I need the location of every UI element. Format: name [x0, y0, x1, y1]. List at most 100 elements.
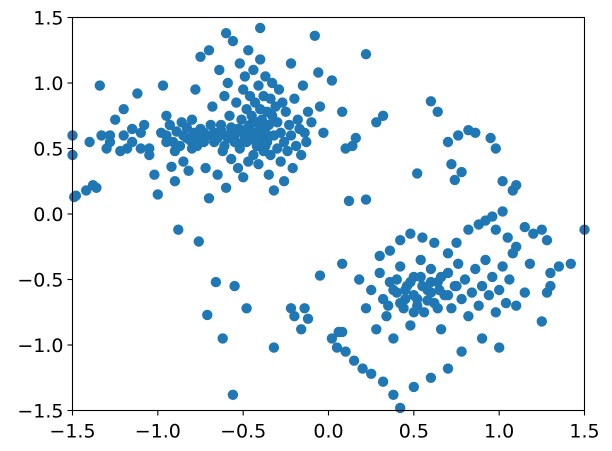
scatter-point: [275, 156, 286, 167]
scatter-point: [161, 130, 172, 141]
scatter-point: [157, 80, 169, 91]
scatter-point: [451, 237, 462, 248]
scatter-point: [318, 127, 329, 138]
scatter-point: [272, 117, 283, 128]
scatter-point: [253, 159, 264, 170]
x-tick-label: 1.5: [569, 421, 599, 443]
x-tick-label: −1.5: [49, 421, 95, 443]
scatter-point: [278, 136, 290, 148]
scatter-point: [214, 64, 225, 76]
scatter-point: [395, 261, 406, 272]
scatter-point: [476, 333, 488, 344]
scatter-point: [238, 84, 249, 95]
scatter-point: [337, 258, 348, 269]
y-tick-label: 0.5: [33, 139, 63, 161]
scatter-point: [446, 159, 457, 170]
scatter-point: [326, 75, 338, 86]
scatter-point: [149, 169, 160, 180]
scatter-point: [511, 180, 522, 191]
scatter-point: [248, 64, 259, 76]
y-tick-label: −0.5: [17, 270, 63, 292]
scatter-point: [219, 90, 230, 102]
scatter-point: [425, 287, 437, 298]
scatter-point: [127, 136, 138, 148]
scatter-point: [226, 122, 237, 133]
scatter-point: [314, 270, 326, 281]
scatter-point: [490, 307, 501, 318]
scatter-point: [309, 30, 320, 41]
scatter-point: [135, 143, 146, 154]
scatter-point: [497, 261, 508, 272]
scatter-point: [287, 162, 298, 174]
scatter-point: [96, 130, 107, 141]
scatter-point: [253, 130, 264, 141]
scatter-point: [415, 271, 426, 283]
x-tick-label: −1.0: [135, 421, 181, 443]
scatter-point: [502, 232, 513, 243]
scatter-point: [210, 276, 222, 288]
scatter-points: [67, 22, 590, 414]
scatter-point: [282, 145, 293, 157]
scatter-point: [391, 274, 402, 285]
scatter-point: [127, 123, 138, 135]
scatter-point: [273, 84, 285, 95]
scatter-point: [541, 235, 553, 246]
scatter-point: [565, 258, 576, 269]
scatter-point: [366, 368, 377, 379]
scatter-point: [388, 284, 399, 296]
scatter-point: [497, 176, 508, 187]
scatter-point: [212, 132, 223, 144]
scatter-point: [545, 280, 556, 292]
scatter-point: [173, 224, 184, 235]
scatter-point: [425, 96, 437, 107]
scatter-point: [459, 274, 471, 285]
scatter-point: [519, 287, 530, 298]
scatter-point: [487, 271, 498, 283]
scatter-point: [507, 248, 518, 259]
scatter-point: [331, 342, 343, 353]
scatter-point: [110, 114, 121, 125]
scatter-point: [434, 284, 445, 296]
scatter-point: [456, 293, 467, 305]
scatter-point: [366, 284, 377, 296]
scatter-point: [487, 211, 498, 222]
scatter-point: [227, 389, 239, 400]
scatter-point: [265, 93, 276, 104]
scatter-point: [222, 77, 233, 89]
scatter-point: [408, 290, 419, 301]
scatter-point: [263, 169, 274, 180]
scatter-point: [132, 88, 143, 99]
scatter-point: [115, 145, 126, 157]
scatter-point: [456, 166, 467, 178]
scatter-point: [528, 228, 539, 239]
scatter-point: [405, 320, 416, 331]
scatter-point: [395, 235, 406, 246]
scatter-point: [408, 381, 419, 393]
scatter-point: [267, 77, 278, 89]
scatter-point: [174, 140, 186, 152]
y-axis-ticks: 1.5 1.0 0.5 0.0 −0.5 −1.0 −1.5: [17, 8, 73, 423]
scatter-point: [360, 303, 372, 314]
scatter-point: [84, 136, 95, 148]
scatter-point: [190, 84, 201, 95]
scatter-point: [118, 130, 129, 141]
scatter-point: [504, 274, 515, 285]
scatter-point: [280, 106, 291, 118]
scatter-point: [388, 389, 399, 400]
scatter-point: [442, 363, 454, 374]
scatter-point: [296, 324, 307, 335]
scatter-point: [497, 206, 508, 217]
scatter-point: [285, 303, 297, 314]
scatter-point: [253, 80, 264, 91]
scatter-point: [183, 165, 194, 176]
scatter-point: [285, 130, 297, 141]
scatter-point: [553, 261, 565, 272]
scatter-point: [193, 236, 204, 247]
scatter-point: [354, 274, 365, 285]
scatter-point: [524, 258, 536, 269]
y-tick-label: −1.0: [17, 335, 63, 357]
scatter-point: [480, 254, 491, 266]
scatter-point: [470, 263, 481, 275]
scatter-point: [442, 136, 454, 148]
